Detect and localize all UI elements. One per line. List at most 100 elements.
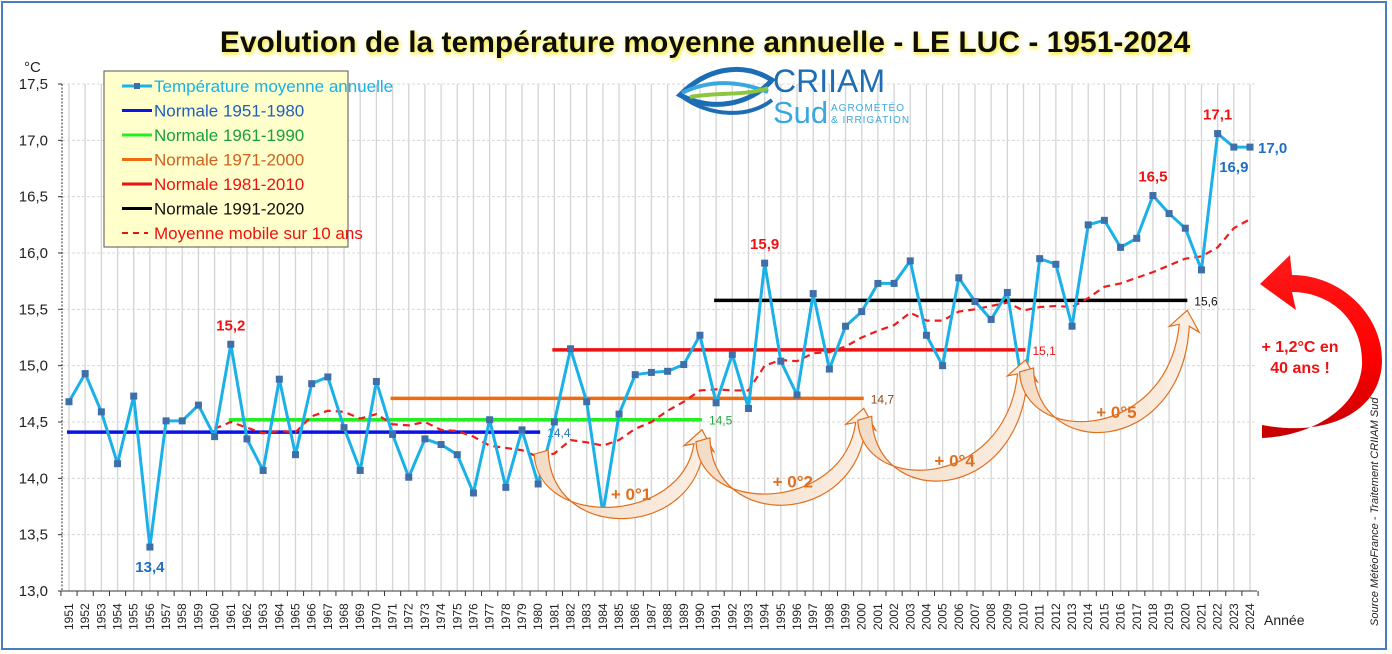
temperature-point: [1214, 130, 1222, 138]
x-tick-label: 2024: [1243, 603, 1257, 630]
x-tick-label: 1965: [288, 603, 302, 630]
x-tick-label: 1991: [709, 603, 723, 630]
step-curved-arrow-icon: [695, 407, 878, 506]
logo-tagline-2: & IRRIGATION: [831, 115, 910, 126]
legend-label: Normale 1971-2000: [154, 151, 304, 170]
data-value-label: 15,2: [216, 317, 245, 334]
temperature-point: [81, 370, 89, 378]
x-tick-label: 1982: [564, 603, 578, 630]
x-tick-label: 1960: [208, 603, 222, 630]
x-tick-label: 1956: [143, 603, 157, 630]
x-tick-label: 2004: [919, 603, 933, 630]
x-tick-label: 1999: [839, 603, 853, 630]
x-tick-label: 1976: [466, 603, 480, 630]
x-tick-label: 1970: [369, 603, 383, 630]
temperature-point: [793, 391, 801, 399]
legend-label: Température moyenne annuelle: [154, 77, 393, 96]
legend-item: Normale 1991-2020: [122, 200, 304, 219]
x-tick-label: 1981: [547, 603, 561, 630]
total-increase-line1: + 1,2°C en: [1261, 339, 1338, 356]
temperature-point: [259, 466, 267, 474]
x-tick-label: 1992: [725, 603, 739, 630]
x-tick-label: 2005: [936, 603, 950, 630]
temperature-point: [842, 322, 850, 330]
temperature-point: [550, 418, 558, 426]
step-increase-label: + 0°5: [1096, 403, 1136, 422]
temperature-point: [890, 279, 898, 287]
step-increase-label: + 0°1: [611, 485, 651, 504]
x-tick-label: 1990: [693, 603, 707, 630]
criiam-sud-logo: CRIIAM Sud AGROMÉTÉO & IRRIGATION: [675, 63, 910, 130]
temperature-point: [712, 399, 720, 407]
temperature-point: [809, 290, 817, 298]
legend-marker: [134, 83, 140, 89]
logo-name-top: CRIIAM: [773, 63, 885, 99]
temperature-point: [437, 441, 445, 449]
x-tick-label: 1979: [515, 603, 529, 630]
moving-average-line: [214, 218, 1251, 459]
temperature-point: [372, 377, 380, 385]
temperature-point: [162, 417, 170, 425]
logo-tagline-1: AGROMÉTÉO: [831, 101, 905, 114]
y-tick-label: 15,0: [19, 358, 48, 375]
y-tick-label: 14,0: [19, 470, 48, 487]
temperature-point: [243, 435, 251, 443]
legend-item: Normale 1961-1990: [122, 126, 304, 145]
x-tick-label: 1977: [483, 603, 497, 630]
normal-lines: 14,414,514,715,115,6: [67, 294, 1218, 440]
temperature-point: [389, 430, 397, 438]
logo-name-bottom: Sud: [773, 95, 828, 130]
temperature-point: [486, 416, 494, 424]
x-tick-label: 1953: [94, 603, 108, 630]
x-tick-label: 2015: [1097, 603, 1111, 630]
temperature-point: [1068, 322, 1076, 330]
x-axis-label: Année: [1264, 612, 1305, 628]
data-value-label: 17,0: [1258, 140, 1287, 157]
temperature-point: [275, 375, 283, 383]
temperature-point: [777, 357, 785, 365]
logo-wave-icon: [675, 66, 776, 115]
legend-label: Normale 1991-2020: [154, 200, 304, 219]
temperature-point: [647, 368, 655, 376]
moving-average-series: [214, 218, 1251, 459]
x-tick-label: 1996: [790, 603, 804, 630]
temperature-point: [1100, 216, 1108, 224]
x-tick-label: 2019: [1162, 603, 1176, 630]
x-tick-label: 1957: [159, 603, 173, 630]
temperature-point: [744, 404, 752, 412]
x-tick-label: 1952: [78, 603, 92, 630]
x-tick-label: 1971: [386, 603, 400, 630]
temperature-point: [534, 480, 542, 488]
legend: Température moyenne annuelle Normale 1951…: [103, 70, 393, 248]
temperature-point: [615, 410, 623, 418]
temperature-point: [583, 398, 591, 406]
temperature-point: [194, 401, 202, 409]
temperature-point: [567, 345, 575, 353]
x-tick-label: 1985: [612, 603, 626, 630]
temperature-point: [291, 451, 299, 459]
temperature-point: [874, 279, 882, 287]
data-labels: 13,4 15,2 15,9 16,5 17,1 16,9 17,0: [135, 107, 1287, 576]
x-tick-label: 2009: [1000, 603, 1014, 630]
x-tick-label: 2018: [1146, 603, 1160, 630]
x-tick-label: 2001: [871, 603, 885, 630]
x-tick-label: 1974: [434, 603, 448, 630]
x-tick-label: 1954: [111, 603, 125, 630]
x-tick-label: 1998: [822, 603, 836, 630]
y-tick-label: 16,0: [19, 245, 48, 262]
legend-label: Normale 1981-2010: [154, 175, 304, 194]
temperature-point: [405, 473, 413, 481]
temperature-point: [1084, 221, 1092, 229]
step-curved-arrow-icon: [1018, 309, 1201, 434]
temperature-point: [65, 398, 73, 406]
x-tick-label: 2022: [1211, 603, 1225, 630]
x-tick-label: 1986: [628, 603, 642, 630]
normal-value-label: 14,7: [871, 392, 895, 406]
temperature-series: [65, 130, 1254, 551]
x-tick-label: 1975: [450, 603, 464, 630]
temperature-point: [696, 331, 704, 339]
temperature-point: [1003, 288, 1011, 296]
temperature-point: [324, 373, 332, 381]
temperature-point: [939, 362, 947, 370]
